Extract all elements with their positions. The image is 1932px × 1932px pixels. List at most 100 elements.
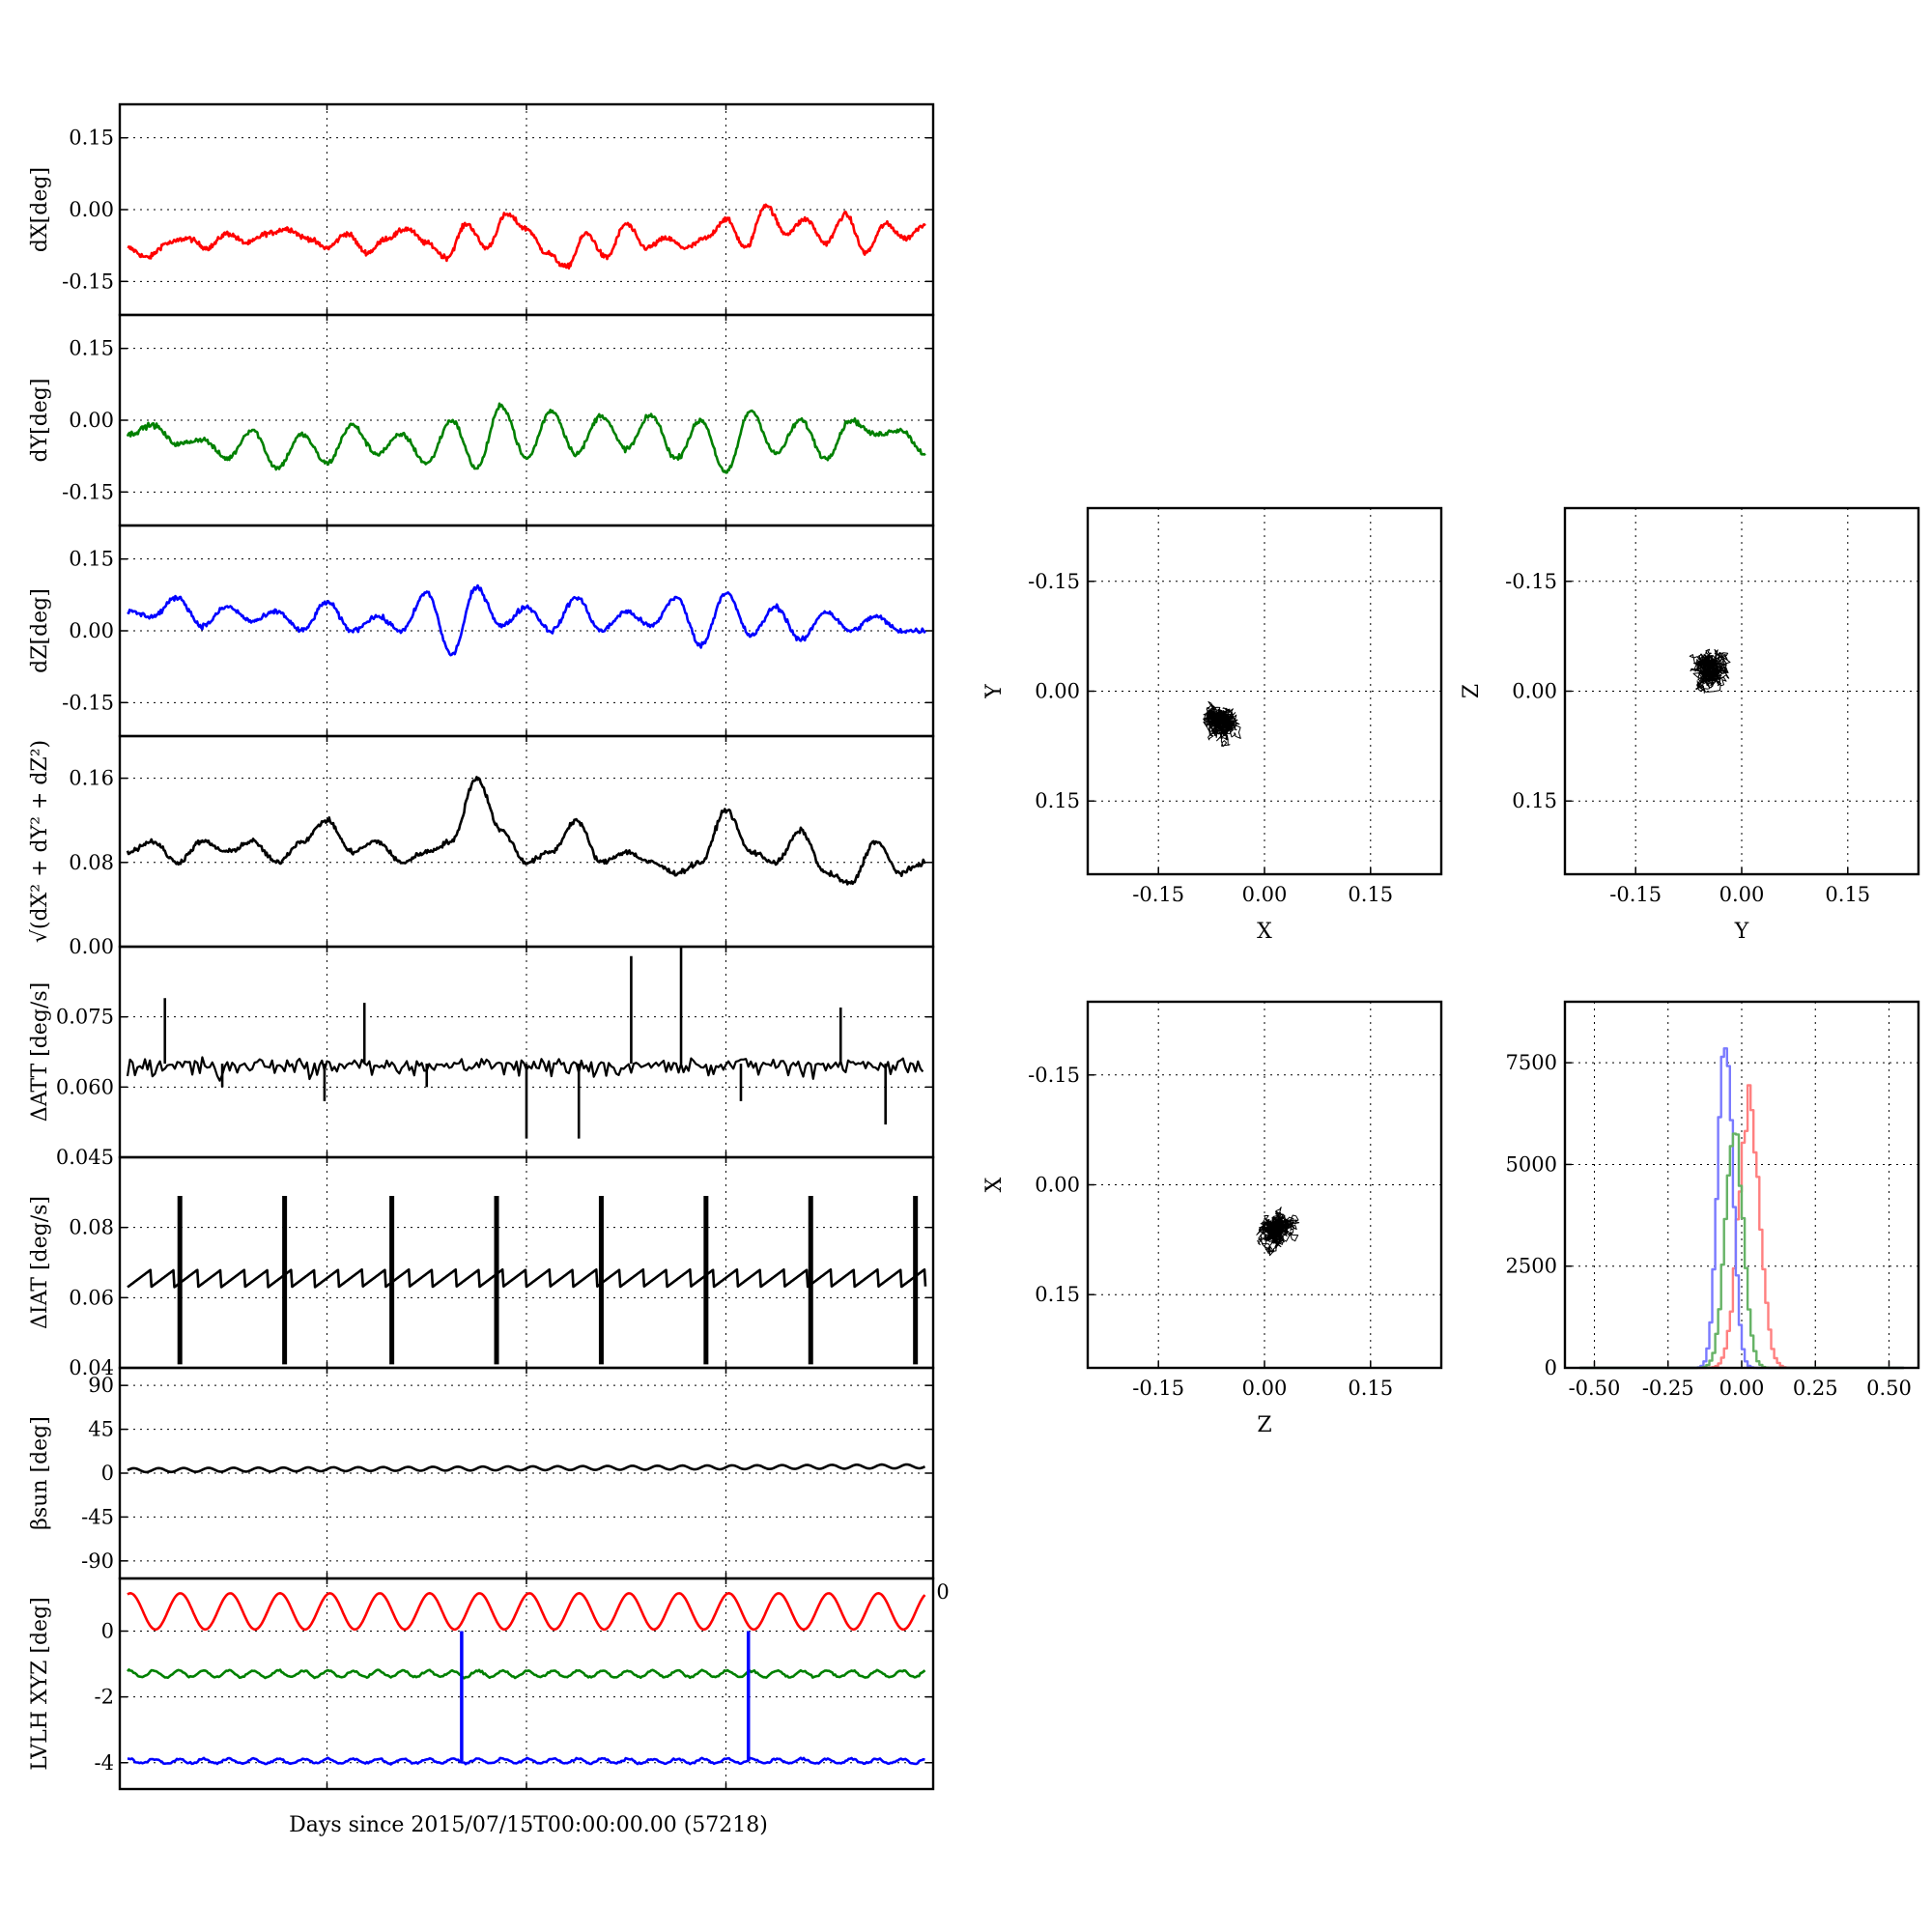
zx-xtick-label: 0.15 — [1348, 1377, 1393, 1400]
beta-ytick-label: -45 — [81, 1505, 114, 1528]
dz-ytick-label: 0.00 — [69, 619, 114, 642]
beta-ytick-label: -90 — [81, 1549, 114, 1573]
diat-series-line — [127, 1268, 927, 1289]
xy-xlabel: X — [1257, 920, 1272, 944]
dy-data — [126, 402, 926, 474]
datt-ytick-label: 0.075 — [56, 1006, 114, 1029]
mag-ylabel: √(dX² + dY² + dZ²) — [28, 740, 52, 943]
hist-ytick-label: 5000 — [1506, 1152, 1557, 1176]
beta-ytick-label: 0 — [101, 1462, 114, 1485]
xy-xtick-label: 0.00 — [1242, 883, 1288, 906]
dz-ytick-label: 0.15 — [69, 548, 114, 571]
beta-data — [127, 1463, 926, 1474]
diat-ylabel: ΔIAT [deg/s] — [28, 1196, 52, 1329]
lvlh-data — [127, 1592, 926, 1766]
hist-frame — [1563, 1000, 1920, 1370]
yz-xlabel: Y — [1734, 920, 1749, 944]
dz-axes: 0.15 0.00 -0.15 dZ[deg] — [28, 524, 935, 738]
dx-series-line — [127, 203, 926, 270]
mag-ytick-label: 0.08 — [69, 851, 114, 874]
hist-ytick-label: 2500 — [1506, 1255, 1557, 1278]
lvlh-series-line-1 — [127, 1668, 926, 1680]
dz-ytick-label: -0.15 — [62, 691, 114, 714]
dy-ytick-label: 0.00 — [69, 409, 114, 432]
dx-ylabel: dX[deg] — [28, 167, 52, 252]
diat-ytick-label: 0.08 — [69, 1216, 114, 1239]
dy-series-line — [126, 402, 926, 474]
diat-ytick-label: 0.04 — [69, 1356, 114, 1379]
yz-ytick-label: 0.15 — [1512, 789, 1557, 812]
datt-ylabel: ΔATT [deg/s] — [28, 982, 52, 1122]
mag-ytick-label: 0.16 — [69, 767, 114, 790]
datt-data — [126, 947, 924, 1139]
zx-ytick-label: 0.15 — [1035, 1283, 1080, 1306]
lvlh-ylabel: LVLH XYZ [deg] — [28, 1597, 52, 1771]
hist-xtick-label: 0.50 — [1866, 1377, 1912, 1400]
xy-ytick-label: -0.15 — [1028, 570, 1080, 593]
yz-xtick-label: 0.00 — [1719, 883, 1765, 906]
lvlh-series-line-2 — [127, 1756, 925, 1766]
dz-data — [127, 583, 927, 657]
hist-ytick-label: 0 — [1545, 1356, 1557, 1379]
mag-data — [126, 776, 926, 886]
zx-ytick-label: 0.00 — [1035, 1174, 1080, 1197]
dx-axes: 0.15 0.00 -0.15 dX[deg] — [28, 102, 935, 317]
stray-tick-label: 0 — [936, 1580, 949, 1604]
datt-ytick-label: 0.060 — [56, 1075, 114, 1098]
yz-scatter-panel: -0.15 -0.15 0.00 0.00 0.15 0.15 Y Z — [1460, 506, 1920, 944]
zx-ytick-label: -0.15 — [1028, 1064, 1080, 1087]
xy-ytick-label: 0.15 — [1035, 789, 1080, 812]
mag-axes: 0.16 0.08 0.00 √(dX² + dY² + dZ²) — [28, 734, 935, 958]
dy-ytick-label: -0.15 — [62, 480, 114, 503]
mag-ytick-label: 0.00 — [69, 935, 114, 958]
zx-xtick-label: -0.15 — [1132, 1377, 1184, 1400]
hist-ytick-label: 7500 — [1506, 1051, 1557, 1074]
xy-xtick-label: -0.15 — [1132, 883, 1184, 906]
beta-ytick-label: 90 — [88, 1374, 114, 1397]
chart-panels: 0.15 0.00 -0.15 dX[deg] 0.15 0.00 -0.15 dY[deg]… — [28, 102, 1920, 1791]
datt-axes: 0.075 0.060 0.045 ΔATT [deg/s] — [28, 945, 935, 1169]
zx-xlabel: Z — [1257, 1413, 1271, 1437]
diat-data — [127, 1195, 927, 1365]
zx-frame — [1086, 1000, 1443, 1370]
dy-axes: 0.15 0.00 -0.15 dY[deg] — [28, 313, 935, 527]
beta-ytick-label: 45 — [88, 1418, 114, 1441]
lvlh-ytick-label: -2 — [95, 1686, 114, 1709]
zx-scatter-panel: -0.15 -0.15 0.00 0.00 0.15 0.15 Z X — [982, 1000, 1443, 1437]
dz-series-line — [127, 583, 927, 657]
yz-ylabel: Z — [1460, 684, 1484, 698]
hist-xtick-label: 0.00 — [1719, 1377, 1765, 1400]
dx-ytick-label: 0.15 — [69, 127, 114, 150]
lvlh-frame — [118, 1577, 935, 1791]
hist-xtick-label: 0.25 — [1793, 1377, 1838, 1400]
dx-ytick-label: 0.00 — [69, 198, 114, 221]
hist-xtick-label: -0.50 — [1569, 1377, 1621, 1400]
xy-ytick-label: 0.00 — [1035, 680, 1080, 703]
beta-axes: 90 45 0 -45 -90 βsun [deg] — [28, 1366, 935, 1580]
lvlh-series-line-0 — [127, 1592, 926, 1632]
hist-panel: -0.50 -0.25 0.00 0.25 0.50 7500 5000 2500 0 — [1506, 1000, 1920, 1400]
x-axis-label-days: Days since 2015/07/15T00:00:00.00 (57218… — [289, 1813, 768, 1837]
dy-ytick-label: 0.15 — [69, 337, 114, 360]
yz-ytick-label: -0.15 — [1505, 570, 1557, 593]
yz-trajectory — [1689, 648, 1731, 694]
mag-series-line — [126, 776, 926, 886]
diat-ytick-label: 0.06 — [69, 1286, 114, 1309]
lvlh-ytick-label: 0 — [101, 1620, 114, 1643]
zx-xtick-label: 0.00 — [1242, 1377, 1288, 1400]
hist-xtick-label: -0.25 — [1642, 1377, 1694, 1400]
zx-trajectory — [1256, 1207, 1300, 1257]
zx-ylabel: X — [982, 1177, 1007, 1192]
yz-xtick-label: -0.15 — [1609, 883, 1662, 906]
xy-xtick-label: 0.15 — [1348, 883, 1393, 906]
yz-xtick-label: 0.15 — [1825, 883, 1870, 906]
xy-frame — [1086, 506, 1443, 876]
dy-ylabel: dY[deg] — [28, 379, 52, 463]
xy-ylabel: Y — [982, 684, 1007, 699]
dx-data — [127, 203, 926, 270]
dz-ylabel: dZ[deg] — [28, 588, 52, 673]
xy-scatter-panel: -0.15 -0.15 0.00 0.00 0.15 0.15 X Y — [982, 506, 1443, 944]
lvlh-ytick-label: -4 — [95, 1751, 114, 1775]
lvlh-axes: 0 -2 -4 LVLH XYZ [deg] — [28, 1577, 935, 1791]
